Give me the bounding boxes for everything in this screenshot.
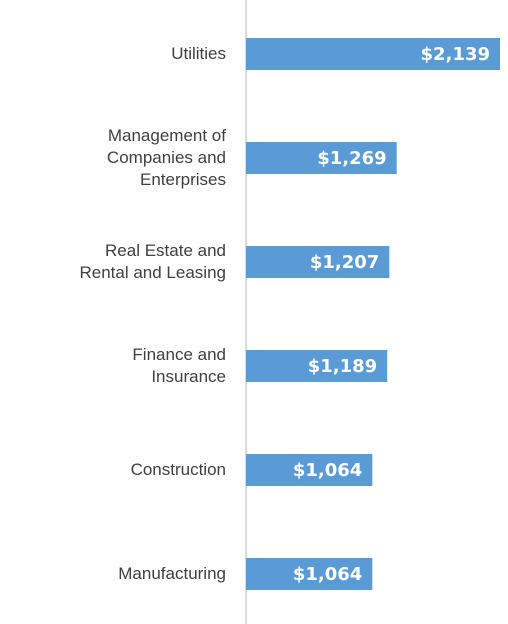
value-label: $1,064	[293, 460, 362, 481]
category-label: Management of Companies and Enterprises	[106, 126, 226, 189]
bar	[246, 558, 373, 590]
category-label: Real Estate and Rental and Leasing	[79, 241, 226, 282]
bar	[246, 142, 397, 174]
bar	[246, 350, 388, 382]
value-label: $1,064	[293, 564, 362, 585]
bar	[246, 454, 373, 486]
category-label: Finance and Insurance	[132, 345, 226, 386]
value-label: $1,207	[310, 252, 379, 273]
value-label: $1,269	[317, 148, 386, 169]
value-label: $2,139	[421, 44, 490, 65]
value-label: $1,189	[308, 356, 377, 377]
category-label: Construction	[130, 460, 226, 479]
bar	[246, 38, 500, 70]
category-label: Manufacturing	[118, 564, 226, 583]
bar	[246, 246, 390, 278]
category-label: Utilities	[171, 44, 226, 63]
